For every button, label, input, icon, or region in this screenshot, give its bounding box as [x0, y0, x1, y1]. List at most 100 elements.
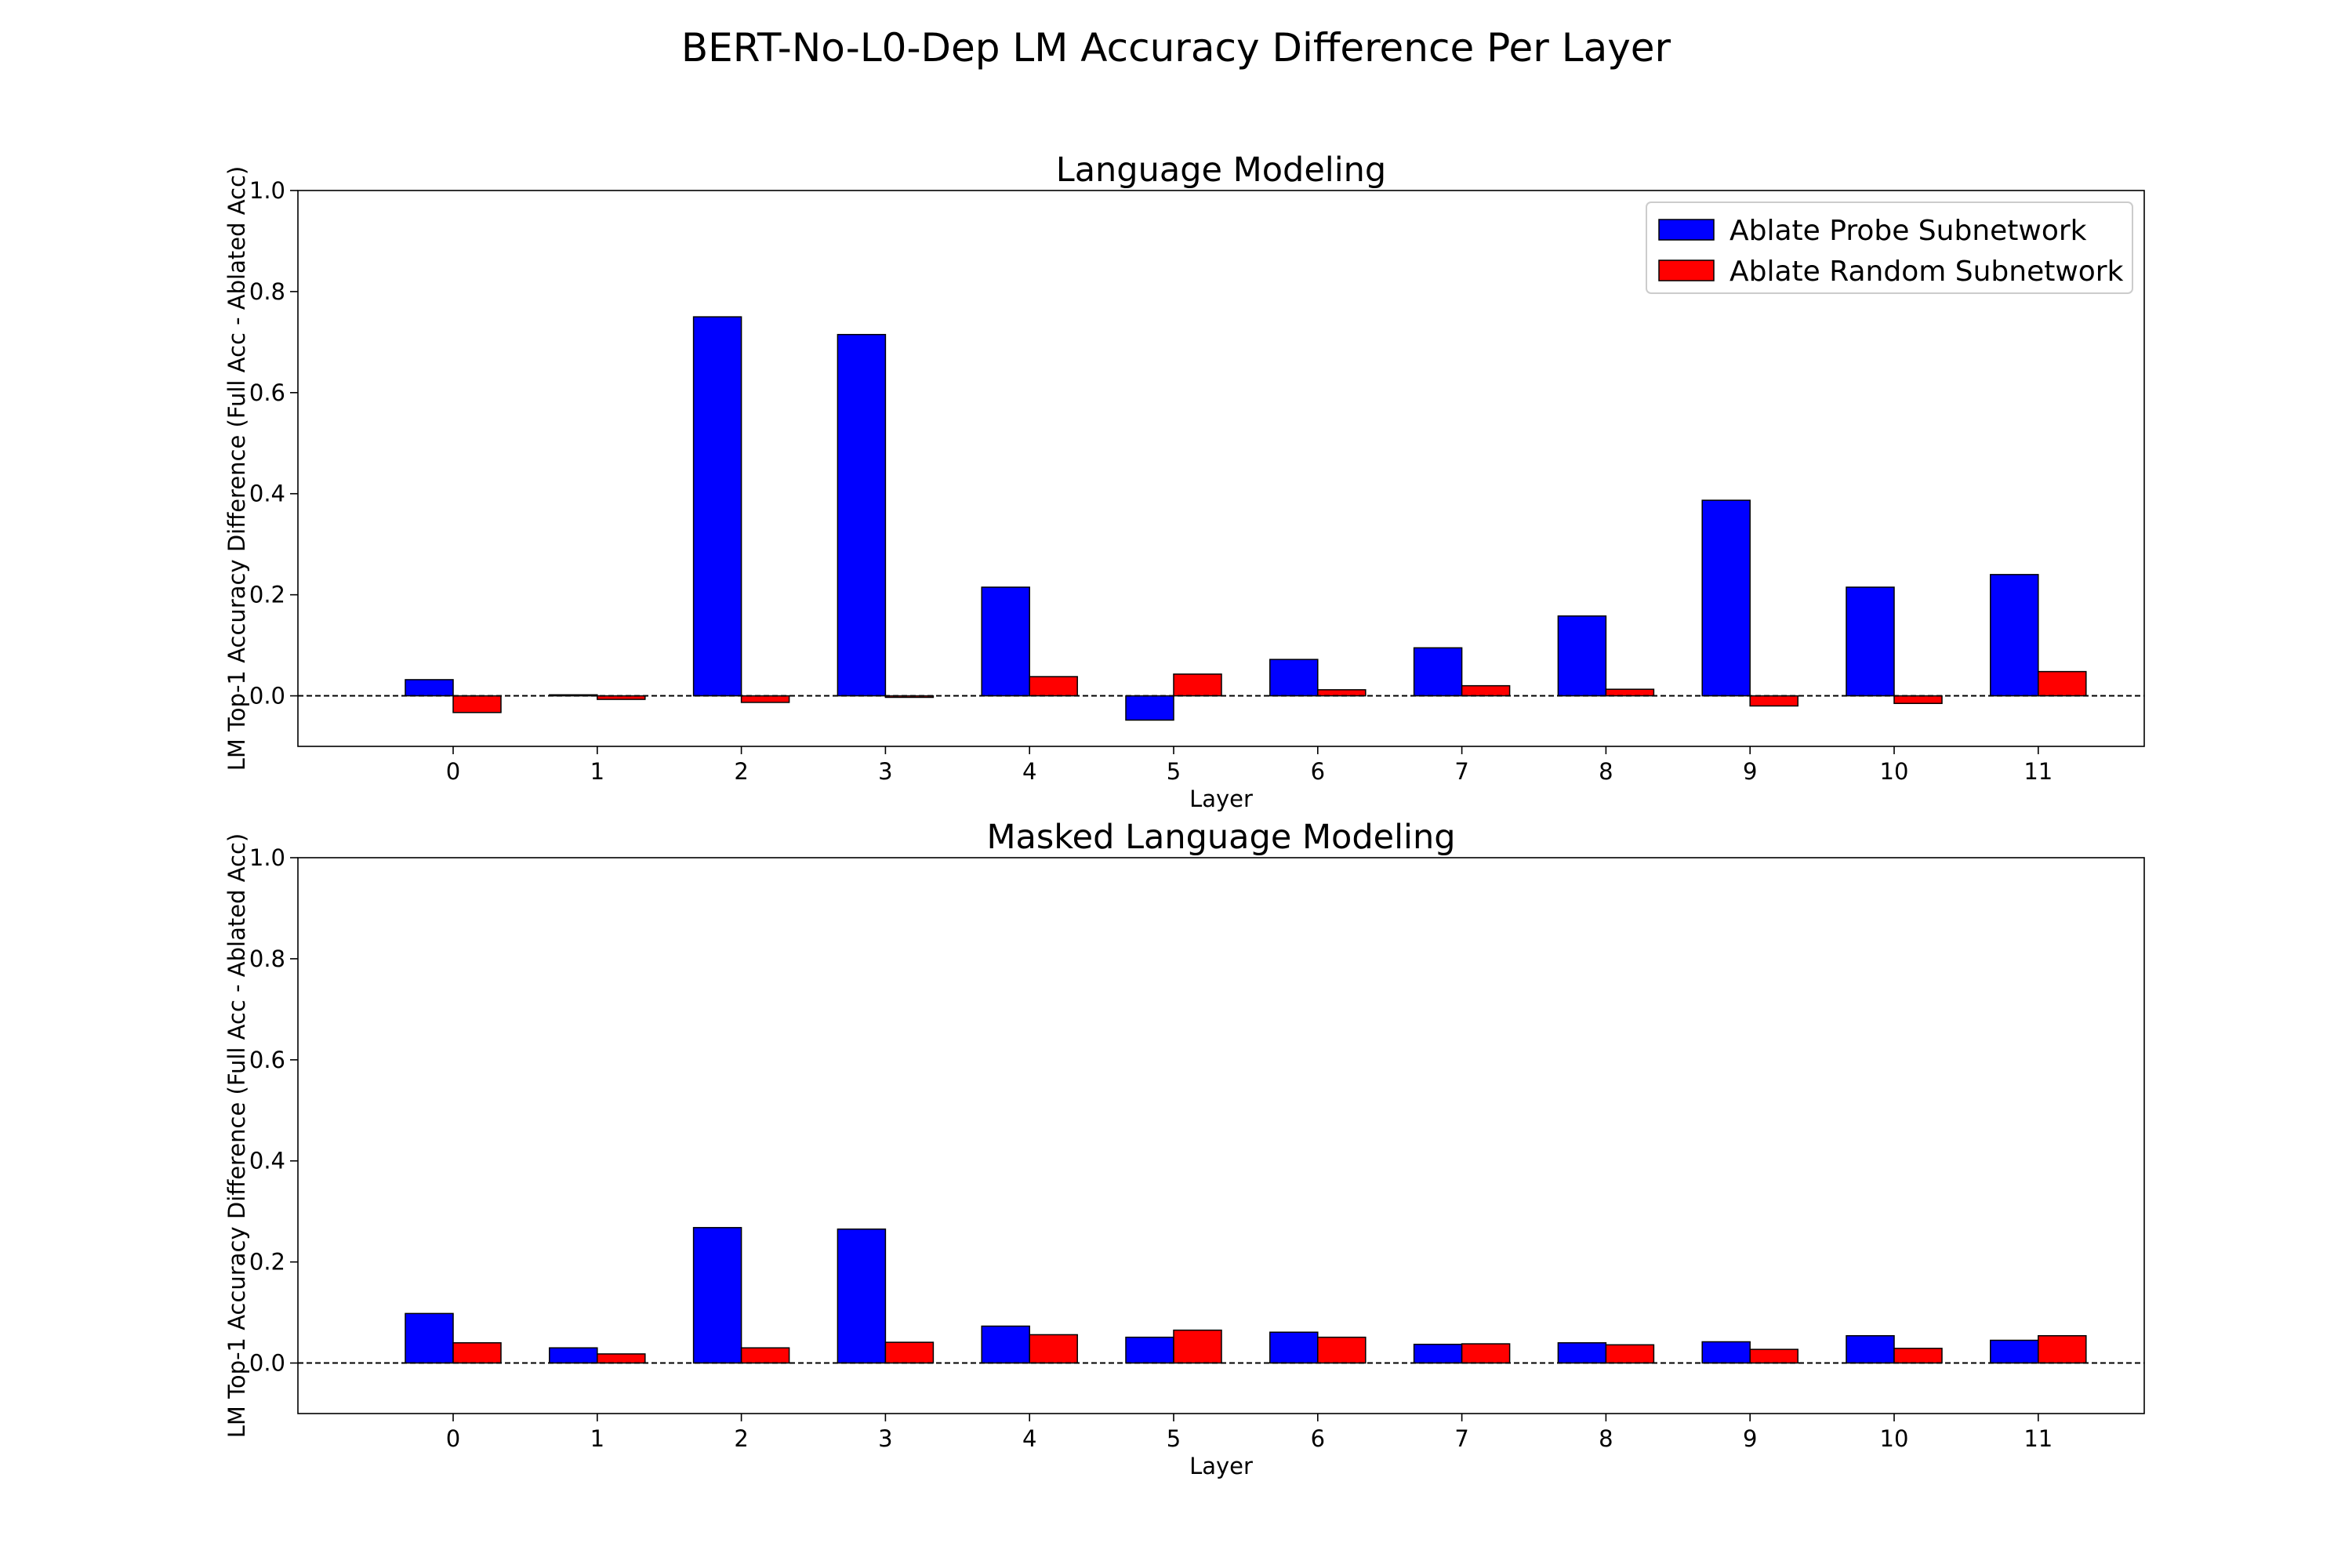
bar-random-layer-3	[884, 1341, 935, 1364]
bar-random-layer-0	[452, 695, 502, 713]
bar-probe-layer-2	[692, 1227, 742, 1364]
y-tick-label: 0.0	[249, 683, 285, 710]
y-tick-label: 0.6	[249, 379, 285, 406]
bar-random-layer-9	[1749, 695, 1798, 707]
chart-masked-language-modeling: Masked Language Modeling 0.0 0.2 0.4 0.6 0.8 1…	[223, 818, 2145, 1479]
x-tick-label: 4	[1022, 1425, 1036, 1452]
x-tick-label: 8	[1599, 758, 1613, 785]
y-axis-label: LM Top-1 Accuracy Difference (Full Acc -…	[223, 833, 250, 1439]
x-tick-label: 3	[878, 1425, 892, 1452]
legend-label-random: Ablate Random Subnetwork	[1730, 256, 2124, 288]
y-tick-label: 0.4	[249, 481, 285, 507]
bar-probe-layer-1	[549, 1347, 598, 1364]
x-tick-label: 3	[878, 758, 892, 785]
bar-probe-layer-6	[1269, 659, 1319, 697]
bar-random-layer-6	[1317, 689, 1367, 697]
bar-probe-layer-3	[837, 333, 887, 697]
y-tick-label: 0.4	[249, 1148, 285, 1174]
bar-probe-layer-7	[1413, 647, 1463, 697]
bar-probe-layer-0	[405, 679, 454, 697]
bar-probe-layer-10	[1846, 1334, 1895, 1364]
axes-frame	[297, 857, 2145, 1414]
x-tick-label: 9	[1743, 1425, 1757, 1452]
y-tick-label: 1.0	[249, 844, 285, 871]
bar-random-layer-4	[1029, 676, 1078, 697]
bar-random-layer-0	[452, 1342, 502, 1364]
bar-probe-layer-4	[981, 1325, 1030, 1364]
bar-random-layer-10	[1893, 1348, 1943, 1364]
x-tick-label: 0	[446, 1425, 460, 1452]
bar-probe-layer-10	[1846, 586, 1895, 697]
x-tick-label: 10	[1880, 758, 1909, 785]
subplot-title: Language Modeling	[1056, 151, 1386, 190]
x-tick-label: 9	[1743, 758, 1757, 785]
x-tick-label: 1	[590, 758, 604, 785]
bar-random-layer-1	[597, 1353, 646, 1364]
x-tick-label: 11	[2024, 758, 2053, 785]
figure-title: BERT-No-L0-Dep LM Accuracy Difference Pe…	[681, 25, 1671, 71]
x-tick-label: 7	[1454, 758, 1468, 785]
bar-probe-layer-4	[981, 586, 1030, 697]
x-tick-label: 2	[734, 1425, 748, 1452]
x-tick-label: 5	[1167, 758, 1181, 785]
x-tick-label: 10	[1880, 1425, 1909, 1452]
x-tick-label: 4	[1022, 758, 1036, 785]
x-tick-label: 11	[2024, 1425, 2053, 1452]
subplot-title: Masked Language Modeling	[986, 818, 1455, 857]
y-tick-label: 0.2	[249, 582, 285, 608]
bar-probe-layer-0	[405, 1312, 454, 1364]
bar-random-layer-8	[1605, 1344, 1655, 1364]
x-tick-label: 6	[1311, 758, 1325, 785]
bar-random-layer-11	[2038, 670, 2087, 697]
y-tick-label: 1.0	[249, 177, 285, 204]
bar-probe-layer-5	[1125, 1336, 1174, 1364]
x-tick-label: 6	[1311, 1425, 1325, 1452]
bar-probe-layer-8	[1557, 615, 1607, 697]
x-tick-label: 7	[1454, 1425, 1468, 1452]
x-axis-label: Layer	[1189, 1453, 1253, 1479]
legend: Ablate Probe Subnetwork Ablate Random Sub…	[1646, 201, 2133, 294]
bar-random-layer-2	[740, 1347, 790, 1364]
bar-probe-layer-8	[1557, 1342, 1607, 1364]
x-tick-label: 2	[734, 758, 748, 785]
x-tick-label: 5	[1167, 1425, 1181, 1452]
legend-box	[1646, 201, 2133, 294]
bar-probe-layer-5	[1125, 695, 1174, 721]
bar-random-layer-7	[1461, 684, 1511, 697]
bar-random-layer-5	[1173, 673, 1222, 697]
bar-probe-layer-6	[1269, 1331, 1319, 1364]
y-tick-label: 0.0	[249, 1350, 285, 1377]
y-tick-label: 0.2	[249, 1249, 285, 1276]
bar-probe-layer-11	[1990, 574, 2039, 697]
bar-random-layer-6	[1317, 1336, 1367, 1364]
bar-random-layer-3	[884, 695, 935, 699]
bar-random-layer-11	[2038, 1334, 2087, 1364]
bar-random-layer-8	[1605, 688, 1655, 697]
bar-random-layer-7	[1461, 1343, 1511, 1364]
legend-swatch-random	[1658, 260, 1715, 281]
bar-probe-layer-7	[1413, 1343, 1463, 1364]
bar-probe-layer-9	[1701, 499, 1751, 697]
y-tick-label: 0.6	[249, 1047, 285, 1073]
bar-random-layer-5	[1173, 1329, 1222, 1364]
x-tick-label: 0	[446, 758, 460, 785]
axes-frame	[297, 190, 2145, 747]
y-tick-label: 0.8	[249, 278, 285, 305]
y-axis-label: LM Top-1 Accuracy Difference (Full Acc -…	[223, 166, 250, 771]
bar-random-layer-2	[740, 695, 790, 703]
y-tick-label: 0.8	[249, 946, 285, 972]
x-tick-label: 8	[1599, 1425, 1613, 1452]
bar-probe-layer-9	[1701, 1341, 1751, 1364]
bar-random-layer-10	[1893, 695, 1943, 704]
x-tick-label: 1	[590, 1425, 604, 1452]
bar-random-layer-4	[1029, 1334, 1078, 1364]
legend-swatch-probe	[1658, 219, 1715, 241]
chart-language-modeling: Language Modeling 0.0 0.2 0.4 0.6 0.8 1.0 0 1 2 3 4…	[223, 151, 2145, 812]
bar-probe-layer-11	[1990, 1339, 2039, 1364]
legend-label-probe: Ablate Probe Subnetwork	[1730, 215, 2087, 247]
bar-probe-layer-2	[692, 316, 742, 697]
bar-probe-layer-3	[837, 1228, 887, 1364]
bar-random-layer-9	[1749, 1348, 1798, 1364]
x-axis-label: Layer	[1189, 786, 1253, 812]
